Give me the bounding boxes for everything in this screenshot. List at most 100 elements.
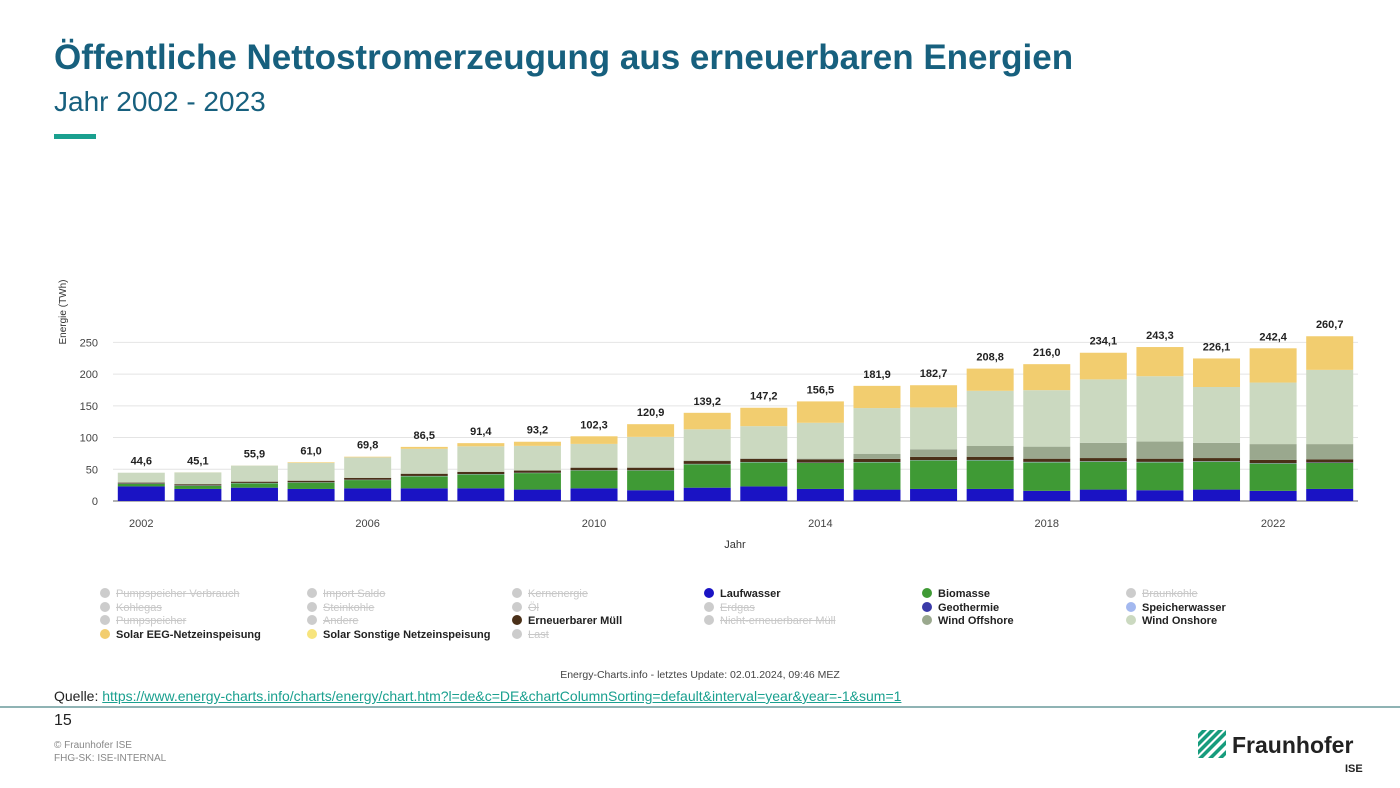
legend-item[interactable]: Laufwasser <box>704 588 781 601</box>
bar-segment <box>853 385 901 409</box>
logo-ise: ISE <box>1345 763 1363 775</box>
legend-label: Erneuerbarer Müll <box>528 615 623 628</box>
bar-segment <box>1193 458 1241 462</box>
bar-segment <box>570 470 618 489</box>
total-label: 234,1 <box>1090 336 1118 348</box>
slide-subtitle: Jahr 2002 - 2023 <box>54 86 266 117</box>
legend-item[interactable]: Solar EEG-Netzeinspeisung <box>100 628 261 642</box>
bar-segment <box>344 488 392 501</box>
bar-segment <box>966 460 1014 489</box>
bar-segment <box>796 458 844 460</box>
legend-item[interactable]: Last <box>512 628 549 642</box>
legend-item[interactable]: Öl <box>512 601 539 615</box>
bar-segment <box>966 456 1014 460</box>
bar-segment <box>740 458 788 459</box>
bar-segment <box>344 480 392 489</box>
legend-item[interactable]: Wind Onshore <box>1126 615 1217 628</box>
page-number: 15 <box>54 712 72 729</box>
source-label: Quelle: <box>54 688 99 704</box>
legend-label: Solar Sonstige Netzeinspeisung <box>323 628 491 641</box>
bar-segment <box>853 453 901 459</box>
source-line: Quelle: https://www.energy-charts.info/c… <box>54 688 901 704</box>
bar-segment <box>117 486 165 501</box>
legend-item[interactable]: Wind Offshore <box>922 615 1014 628</box>
bar-segment <box>1249 459 1297 464</box>
bar-segment <box>457 443 505 447</box>
legend-item[interactable]: Andere <box>307 615 358 628</box>
legend-marker-icon <box>1126 588 1136 598</box>
bar-segment <box>513 470 561 473</box>
bar-segment <box>627 490 675 501</box>
legend-label: Kohlegas <box>116 601 162 614</box>
bar-segment <box>570 436 618 444</box>
legend-item[interactable]: Steinkohle <box>307 601 375 615</box>
total-label: 44,6 <box>131 456 152 468</box>
legend-item[interactable]: Kohlegas <box>100 601 162 615</box>
bar-segment <box>1023 462 1071 491</box>
x-tick-label: 2002 <box>129 518 153 530</box>
bar-segment <box>174 472 222 485</box>
total-label: 242,4 <box>1259 331 1287 343</box>
x-tick-label: 2018 <box>1035 518 1059 530</box>
copyright-text: © Fraunhofer ISE <box>54 740 132 751</box>
bar-segment <box>740 458 788 462</box>
bar-segment <box>966 368 1014 391</box>
fraunhofer-logo-icon <box>1198 730 1226 758</box>
legend-label: Braunkohle <box>1142 588 1198 600</box>
legend-row: Pumpspeicher Verbrauch Import Saldo Kernen… <box>100 588 1350 602</box>
legend-label: Kernenergie <box>528 588 588 600</box>
total-label: 45,1 <box>187 455 208 467</box>
legend-item[interactable]: Solar Sonstige Netzeinspeisung <box>307 628 491 642</box>
bar-segment <box>910 407 958 450</box>
legend-item[interactable]: Kernenergie <box>512 588 588 601</box>
bar-segment <box>400 448 448 474</box>
chart-y-axis: 0 50 100 150 200 250 <box>80 337 98 508</box>
total-label: 216,0 <box>1033 347 1061 359</box>
legend-marker-icon <box>922 588 932 598</box>
legend-item[interactable]: Erdgas <box>704 601 755 615</box>
source-link[interactable]: https://www.energy-charts.info/charts/en… <box>102 688 902 704</box>
bar-segment <box>1306 444 1354 460</box>
bar-segment <box>513 441 561 446</box>
bar-segment <box>1079 352 1127 380</box>
chart-legend: Pumpspeicher Verbrauch Import Saldo Kernen… <box>100 588 1350 642</box>
bar-segment <box>513 489 561 501</box>
bar-segment <box>174 488 222 501</box>
total-label: 260,7 <box>1316 319 1344 331</box>
bar-segment <box>344 456 392 458</box>
bar-segment <box>400 446 448 449</box>
total-label: 91,4 <box>470 426 492 438</box>
legend-label: Wind Onshore <box>1142 615 1218 628</box>
bar-segment <box>910 456 958 461</box>
bar-segment <box>513 473 561 490</box>
legend-item[interactable]: Speicherwasser <box>1126 601 1226 615</box>
bar-segment <box>1136 376 1184 442</box>
chart-y-axis-label: Energie (TWh) <box>58 279 69 344</box>
bar-segment <box>400 488 448 501</box>
classification-text: FHG-SK: ISE-INTERNAL <box>54 753 167 764</box>
legend-label: Nicht-erneuerbarer Müll <box>720 615 836 628</box>
bar-segment <box>457 474 505 489</box>
legend-row: Pumpspeicher Andere Erneuerbarer Müll Nicht… <box>100 615 1350 629</box>
legend-item[interactable]: Pumpspeicher Verbrauch <box>100 588 240 601</box>
legend-item[interactable]: Braunkohle <box>1126 588 1198 601</box>
bar-segment <box>1306 459 1354 463</box>
bar-segment <box>1023 446 1071 459</box>
legend-item[interactable]: Biomasse <box>922 588 990 601</box>
bar-segment <box>1136 490 1184 501</box>
legend-item[interactable]: Nicht-erneuerbarer Müll <box>704 615 836 628</box>
fraunhofer-logo: Fraunhofer ISE <box>1198 730 1363 775</box>
total-label: 120,9 <box>637 407 665 419</box>
bar-segment <box>683 487 731 501</box>
legend-item[interactable]: Erneuerbarer Müll <box>512 615 622 628</box>
legend-item[interactable]: Import Saldo <box>307 588 385 601</box>
bar-segment <box>910 385 958 408</box>
legend-label: Steinkohle <box>323 601 375 614</box>
total-label: 147,2 <box>750 391 778 403</box>
legend-marker-icon <box>1126 615 1136 626</box>
bar-segment <box>1079 489 1127 501</box>
bar-segment <box>400 476 448 489</box>
legend-item[interactable]: Geothermie <box>922 601 999 615</box>
legend-item[interactable]: Pumpspeicher <box>100 615 186 628</box>
bar-segment <box>966 390 1014 446</box>
